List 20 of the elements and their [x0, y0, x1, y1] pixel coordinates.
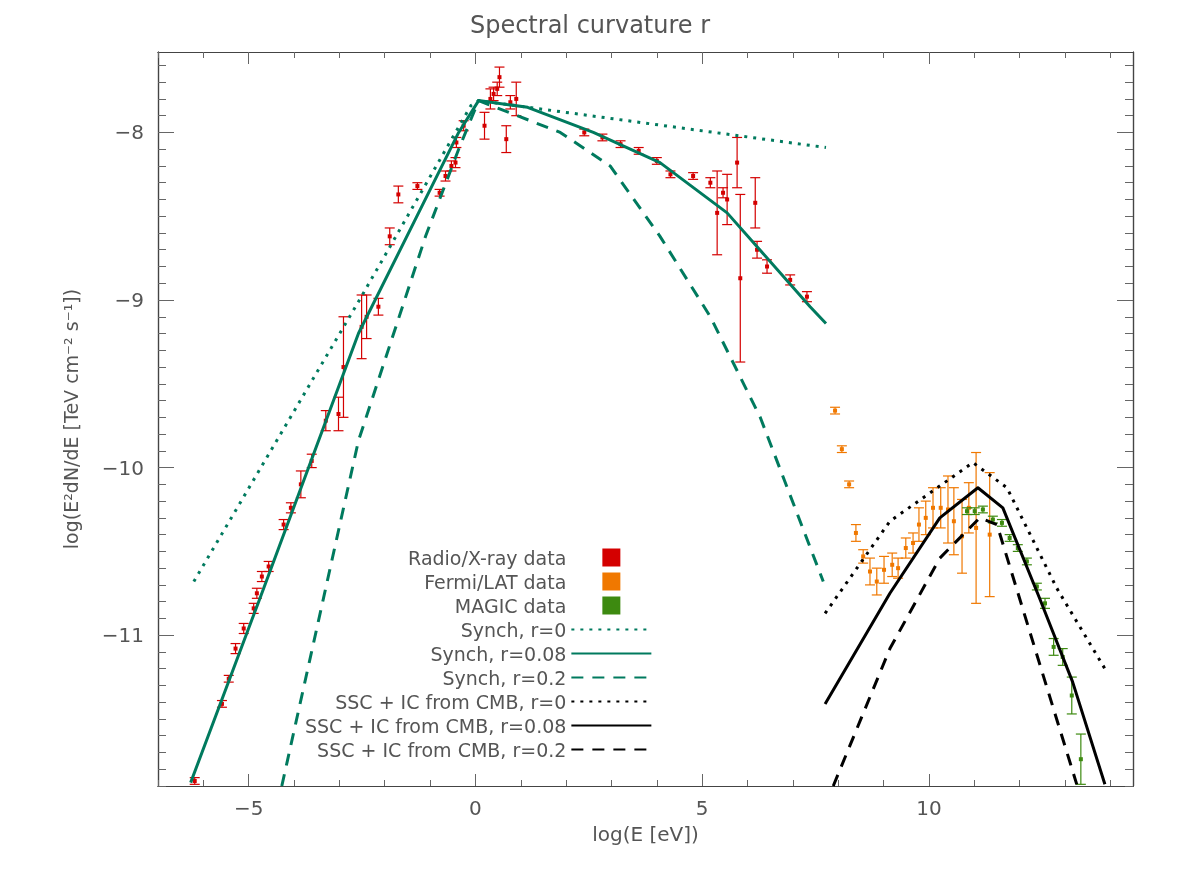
legend-label: Synch, r=0: [460, 618, 567, 641]
legend-label: SSC + IC from CMB, r=0: [335, 690, 567, 713]
x-tick-label: 10: [916, 796, 942, 820]
legend-label: SSC + IC from CMB, r=0.2: [317, 738, 567, 761]
legend-label: Fermi/LAT data: [424, 570, 567, 593]
x-tick-label: 5: [695, 796, 709, 820]
x-tick-label: −5: [233, 796, 264, 820]
chart-title: Spectral curvature r: [469, 11, 711, 39]
x-tick-label: 0: [469, 796, 482, 820]
legend-label: SSC + IC from CMB, r=0.08: [304, 714, 567, 737]
y-axis-title: log(E²dN/dE [TeV cm⁻² s⁻¹]): [59, 288, 82, 550]
y-tick-label: −9: [114, 288, 144, 313]
legend-label: Synch, r=0.08: [430, 642, 567, 665]
legend-label: Synch, r=0.2: [442, 666, 567, 689]
legend-label: MAGIC data: [454, 594, 567, 617]
x-axis-title: log(E [eV]): [592, 822, 699, 846]
y-tick-label: −8: [114, 120, 144, 145]
y-tick-label: −10: [101, 455, 144, 480]
y-tick-label: −11: [101, 623, 144, 648]
legend-label: Radio/X-ray data: [408, 546, 567, 569]
